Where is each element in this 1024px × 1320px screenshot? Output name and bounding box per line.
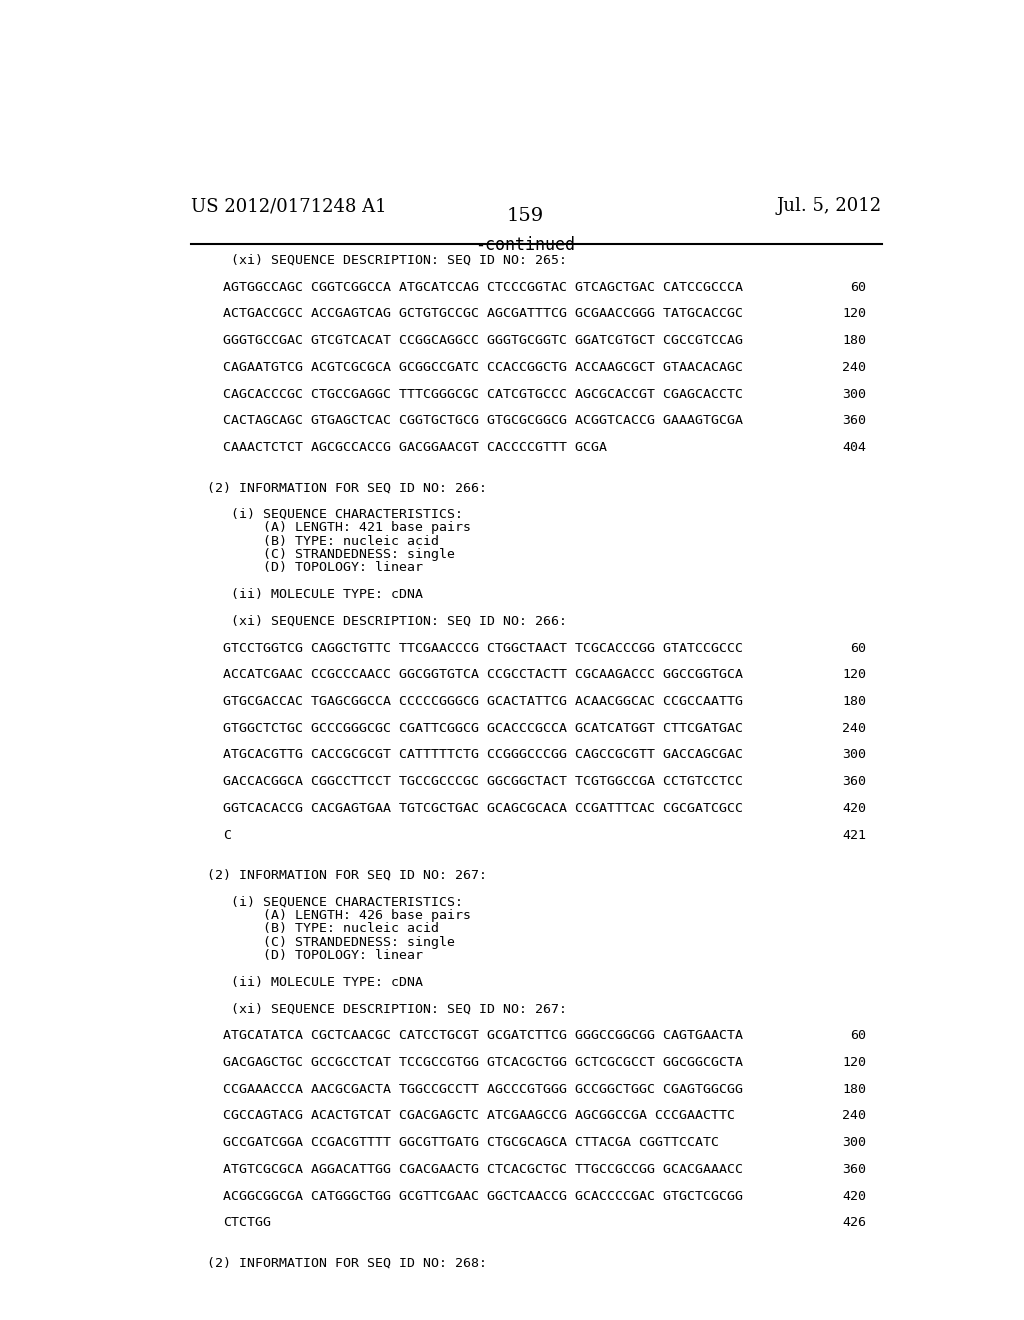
Text: Jul. 5, 2012: Jul. 5, 2012 [777,197,882,215]
Text: 60: 60 [850,1030,866,1043]
Text: US 2012/0171248 A1: US 2012/0171248 A1 [191,197,387,215]
Text: C: C [223,829,231,842]
Text: (D) TOPOLOGY: linear: (D) TOPOLOGY: linear [263,561,423,574]
Text: 426: 426 [842,1216,866,1229]
Text: ACCATCGAAC CCGCCCAACC GGCGGTGTCA CCGCCTACTT CGCAAGACCC GGCCGGTGCA: ACCATCGAAC CCGCCCAACC GGCGGTGTCA CCGCCTA… [223,668,743,681]
Text: CACTAGCAGC GTGAGCTCAC CGGTGCTGCG GTGCGCGGCG ACGGTCACCG GAAAGTGCGA: CACTAGCAGC GTGAGCTCAC CGGTGCTGCG GTGCGCG… [223,414,743,428]
Text: (A) LENGTH: 426 base pairs: (A) LENGTH: 426 base pairs [263,909,471,921]
Text: (D) TOPOLOGY: linear: (D) TOPOLOGY: linear [263,949,423,962]
Text: 300: 300 [842,748,866,762]
Text: ACTGACCGCC ACCGAGTCAG GCTGTGCCGC AGCGATTTCG GCGAACCGGG TATGCACCGC: ACTGACCGCC ACCGAGTCAG GCTGTGCCGC AGCGATT… [223,308,743,321]
Text: ATGCATATCA CGCTCAACGC CATCCTGCGT GCGATCTTCG GGGCCGGCGG CAGTGAACTA: ATGCATATCA CGCTCAACGC CATCCTGCGT GCGATCT… [223,1030,743,1043]
Text: (ii) MOLECULE TYPE: cDNA: (ii) MOLECULE TYPE: cDNA [231,975,423,989]
Text: (2) INFORMATION FOR SEQ ID NO: 266:: (2) INFORMATION FOR SEQ ID NO: 266: [207,482,487,494]
Text: CGCCAGTACG ACACTGTCAT CGACGAGCTC ATCGAAGCCG AGCGGCCGA CCCGAACTTC: CGCCAGTACG ACACTGTCAT CGACGAGCTC ATCGAAG… [223,1109,735,1122]
Text: (i) SEQUENCE CHARACTERISTICS:: (i) SEQUENCE CHARACTERISTICS: [231,895,463,908]
Text: (2) INFORMATION FOR SEQ ID NO: 267:: (2) INFORMATION FOR SEQ ID NO: 267: [207,869,487,882]
Text: ACGGCGGCGA CATGGGCTGG GCGTTCGAAC GGCTCAACCG GCACCCCGAC GTGCTCGCGG: ACGGCGGCGA CATGGGCTGG GCGTTCGAAC GGCTCAA… [223,1189,743,1203]
Text: 120: 120 [842,308,866,321]
Text: -continued: -continued [475,236,574,253]
Text: 180: 180 [842,334,866,347]
Text: GGTCACACCG CACGAGTGAA TGTCGCTGAC GCAGCGCACA CCGATTTCAC CGCGATCGCC: GGTCACACCG CACGAGTGAA TGTCGCTGAC GCAGCGC… [223,803,743,814]
Text: 404: 404 [842,441,866,454]
Text: 240: 240 [842,722,866,735]
Text: 360: 360 [842,775,866,788]
Text: (B) TYPE: nucleic acid: (B) TYPE: nucleic acid [263,535,439,548]
Text: AGTGGCCAGC CGGTCGGCCA ATGCATCCAG CTCCCGGTAC GTCAGCTGAC CATCCGCCCA: AGTGGCCAGC CGGTCGGCCA ATGCATCCAG CTCCCGG… [223,281,743,293]
Text: ATGTCGCGCA AGGACATTGG CGACGAACTG CTCACGCTGC TTGCCGCCGG GCACGAAACC: ATGTCGCGCA AGGACATTGG CGACGAACTG CTCACGC… [223,1163,743,1176]
Text: 240: 240 [842,360,866,374]
Text: GCCGATCGGA CCGACGTTTT GGCGTTGATG CTGCGCAGCA CTTACGA CGGTTCCATC: GCCGATCGGA CCGACGTTTT GGCGTTGATG CTGCGCA… [223,1137,719,1150]
Text: 120: 120 [842,668,866,681]
Text: 60: 60 [850,281,866,293]
Text: 240: 240 [842,1109,866,1122]
Text: 421: 421 [842,829,866,842]
Text: (2) INFORMATION FOR SEQ ID NO: 268:: (2) INFORMATION FOR SEQ ID NO: 268: [207,1257,487,1270]
Text: (C) STRANDEDNESS: single: (C) STRANDEDNESS: single [263,936,455,949]
Text: CAAACTCTCT AGCGCCACCG GACGGAACGT CACCCCGTTT GCGA: CAAACTCTCT AGCGCCACCG GACGGAACGT CACCCCG… [223,441,607,454]
Text: GTGGCTCTGC GCCCGGGCGC CGATTCGGCG GCACCCGCCA GCATCATGGT CTTCGATGAC: GTGGCTCTGC GCCCGGGCGC CGATTCGGCG GCACCCG… [223,722,743,735]
Text: (ii) MOLECULE TYPE: cDNA: (ii) MOLECULE TYPE: cDNA [231,589,423,601]
Text: (C) STRANDEDNESS: single: (C) STRANDEDNESS: single [263,548,455,561]
Text: 420: 420 [842,1189,866,1203]
Text: (B) TYPE: nucleic acid: (B) TYPE: nucleic acid [263,923,439,936]
Text: CAGAATGTCG ACGTCGCGCA GCGGCCGATC CCACCGGCTG ACCAAGCGCT GTAACACAGC: CAGAATGTCG ACGTCGCGCA GCGGCCGATC CCACCGG… [223,360,743,374]
Text: (i) SEQUENCE CHARACTERISTICS:: (i) SEQUENCE CHARACTERISTICS: [231,508,463,521]
Text: 60: 60 [850,642,866,655]
Text: 120: 120 [842,1056,866,1069]
Text: 360: 360 [842,414,866,428]
Text: (xi) SEQUENCE DESCRIPTION: SEQ ID NO: 266:: (xi) SEQUENCE DESCRIPTION: SEQ ID NO: 26… [231,615,567,628]
Text: GACGAGCTGC GCCGCCTCAT TCCGCCGTGG GTCACGCTGG GCTCGCGCCT GGCGGCGCTA: GACGAGCTGC GCCGCCTCAT TCCGCCGTGG GTCACGC… [223,1056,743,1069]
Text: GACCACGGCA CGGCCTTCCT TGCCGCCCGC GGCGGCTACT TCGTGGCCGA CCTGTCCTCC: GACCACGGCA CGGCCTTCCT TGCCGCCCGC GGCGGCT… [223,775,743,788]
Text: 300: 300 [842,1137,866,1150]
Text: 180: 180 [842,696,866,708]
Text: 360: 360 [842,1163,866,1176]
Text: 420: 420 [842,803,866,814]
Text: 300: 300 [842,388,866,400]
Text: CCGAAACCCA AACGCGACTA TGGCCGCCTT AGCCCGTGGG GCCGGCTGGC CGAGTGGCGG: CCGAAACCCA AACGCGACTA TGGCCGCCTT AGCCCGT… [223,1082,743,1096]
Text: (xi) SEQUENCE DESCRIPTION: SEQ ID NO: 267:: (xi) SEQUENCE DESCRIPTION: SEQ ID NO: 26… [231,1002,567,1015]
Text: (xi) SEQUENCE DESCRIPTION: SEQ ID NO: 265:: (xi) SEQUENCE DESCRIPTION: SEQ ID NO: 26… [231,253,567,267]
Text: GGGTGCCGAC GTCGTCACAT CCGGCAGGCC GGGTGCGGTC GGATCGTGCT CGCCGTCCAG: GGGTGCCGAC GTCGTCACAT CCGGCAGGCC GGGTGCG… [223,334,743,347]
Text: 180: 180 [842,1082,866,1096]
Text: GTGCGACCAC TGAGCGGCCA CCCCCGGGCG GCACTATTCG ACAACGGCAC CCGCCAATTG: GTGCGACCAC TGAGCGGCCA CCCCCGGGCG GCACTAT… [223,696,743,708]
Text: ATGCACGTTG CACCGCGCGT CATTTTTCTG CCGGGCCCGG CAGCCGCGTT GACCAGCGAC: ATGCACGTTG CACCGCGCGT CATTTTTCTG CCGGGCC… [223,748,743,762]
Text: CAGCACCCGC CTGCCGAGGC TTTCGGGCGC CATCGTGCCC AGCGCACCGT CGAGCACCTC: CAGCACCCGC CTGCCGAGGC TTTCGGGCGC CATCGTG… [223,388,743,400]
Text: (A) LENGTH: 421 base pairs: (A) LENGTH: 421 base pairs [263,521,471,535]
Text: CTCTGG: CTCTGG [223,1216,271,1229]
Text: GTCCTGGTCG CAGGCTGTTC TTCGAACCCG CTGGCTAACT TCGCACCCGG GTATCCGCCC: GTCCTGGTCG CAGGCTGTTC TTCGAACCCG CTGGCTA… [223,642,743,655]
Text: 159: 159 [506,207,544,226]
